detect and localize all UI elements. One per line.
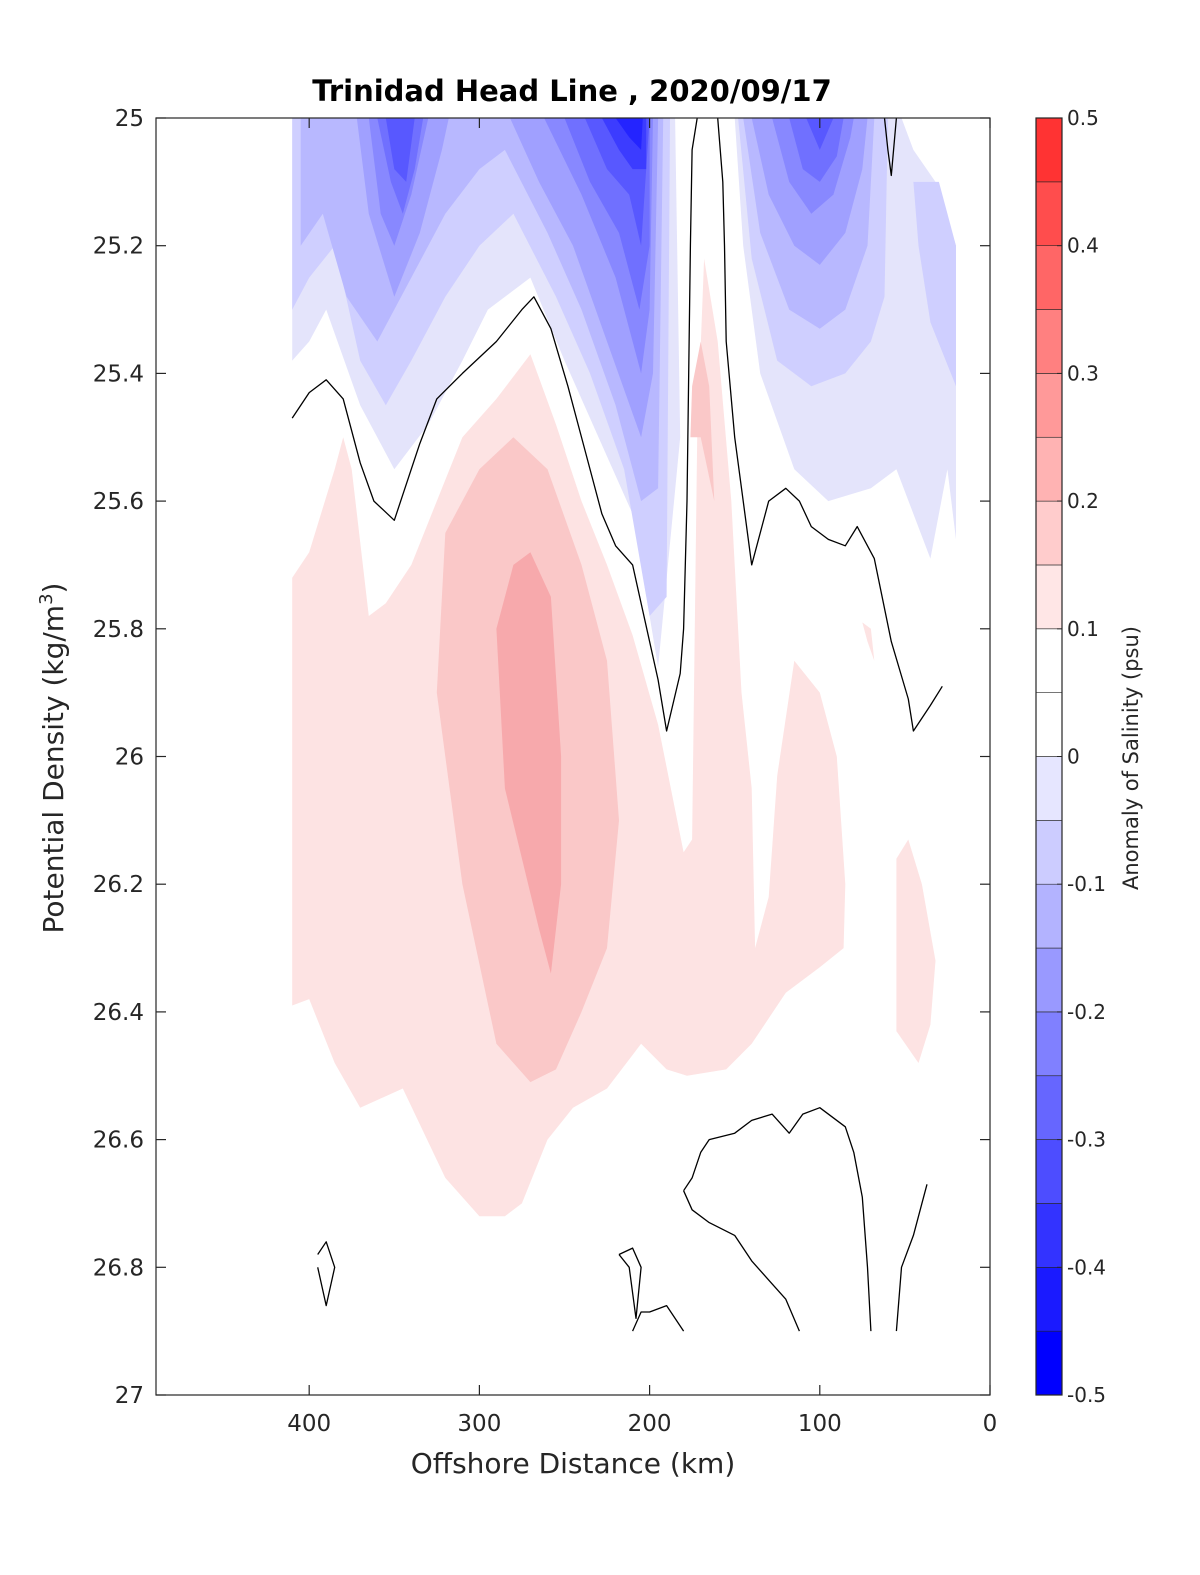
y-tick-label: 26.8 xyxy=(93,1255,144,1281)
x-tick-label: 300 xyxy=(457,1411,501,1437)
x-tick-label: 0 xyxy=(983,1411,998,1437)
filled-contour-layer xyxy=(292,118,956,1217)
zero-contour-line-2 xyxy=(883,118,898,177)
colorbar-swatch-12 xyxy=(1035,564,1063,630)
colorbar-swatch-10 xyxy=(1035,692,1063,757)
zero-contour-line-4 xyxy=(618,1247,642,1320)
x-tick-label: 200 xyxy=(628,1411,672,1437)
colorbar-tick-label: 0.5 xyxy=(1067,106,1099,130)
colorbar-swatch-7 xyxy=(1035,883,1063,949)
zero-contour-line-6 xyxy=(683,1107,872,1332)
y-tick-label: 25 xyxy=(115,106,144,132)
colorbar-swatch-5 xyxy=(1035,1011,1063,1077)
y-tick-label: 25.6 xyxy=(93,489,144,515)
zero-contour-layer xyxy=(291,118,943,1332)
x-axis-label: Offshore Distance (km) xyxy=(411,1447,736,1480)
colorbar-swatch-15 xyxy=(1035,373,1063,438)
y-axis-label-suffix: ) xyxy=(37,583,70,594)
colorbar-tick-label: 0.3 xyxy=(1067,361,1099,385)
colorbar-swatch-13 xyxy=(1035,500,1063,566)
colorbar-tick-label: 0.1 xyxy=(1067,617,1099,641)
colorbar-tick-label: 0.4 xyxy=(1067,234,1099,258)
colorbar-tick-label: -0.3 xyxy=(1067,1128,1106,1152)
colorbar-tick-label: -0.2 xyxy=(1067,1000,1106,1024)
x-tick-label: 400 xyxy=(287,1411,331,1437)
colorbar-tick-label: -0.1 xyxy=(1067,872,1106,896)
contour-region-10 xyxy=(913,181,956,387)
colorbar-tick-label: -0.5 xyxy=(1067,1383,1106,1407)
colorbar: -0.5 -0.4 -0.3 -0.2 -0.1 0 0.1 0.2 0.3 0.4 0.5 xyxy=(1035,106,1106,1407)
contour-region-5 xyxy=(496,552,562,974)
zero-contour-line-1 xyxy=(717,118,943,732)
x-tick-label: 100 xyxy=(798,1411,842,1437)
y-tick-label: 25.2 xyxy=(93,234,144,260)
y-tick-label: 25.4 xyxy=(93,361,144,387)
colorbar-swatch-19 xyxy=(1035,117,1063,183)
colorbar-swatch-17 xyxy=(1035,245,1063,310)
zero-contour-line-0 xyxy=(291,118,698,732)
y-tick-label: 26.6 xyxy=(93,1128,144,1154)
colorbar-frame xyxy=(1035,117,1063,1396)
y-axis-label-main: Potential Density (kg/m xyxy=(37,605,70,934)
y-tick-label: 26.4 xyxy=(93,1000,144,1026)
y-tick-label: 26.2 xyxy=(93,872,144,898)
contour-region-24 xyxy=(806,118,834,150)
colorbar-swatch-1 xyxy=(1035,1267,1063,1332)
contour-region-22 xyxy=(385,118,415,182)
colorbar-swatch-11 xyxy=(1035,628,1063,693)
colorbar-swatch-0 xyxy=(1035,1330,1063,1396)
chart-title: Trinidad Head Line , 2020/09/17 xyxy=(312,74,832,108)
colorbar-swatch-6 xyxy=(1035,947,1063,1013)
colorbar-swatch-2 xyxy=(1035,1203,1063,1268)
contour-region-21 xyxy=(789,118,844,182)
colorbar-tick-label: 0.2 xyxy=(1067,489,1099,513)
zero-contour-line-5 xyxy=(632,1304,685,1332)
colorbar-swatch-18 xyxy=(1035,181,1063,247)
x-axis: 400 300 200 100 0 xyxy=(287,118,997,1437)
y-tick-label: 25.8 xyxy=(93,617,144,643)
y-axis: 25 25.2 25.4 25.6 25.8 26 26.2 26.4 26.6 26.8 27 xyxy=(93,106,990,1409)
colorbar-swatch-9 xyxy=(1035,756,1063,821)
contour-region-4 xyxy=(690,341,715,502)
zero-contour-line-3 xyxy=(317,1241,336,1307)
colorbar-swatch-16 xyxy=(1035,309,1063,374)
colorbar-swatch-8 xyxy=(1035,820,1063,885)
colorbar-label: Anomaly of Salinity (psu) xyxy=(1119,626,1143,890)
colorbar-swatch-3 xyxy=(1035,1139,1063,1204)
colorbar-tick-label: 0 xyxy=(1067,745,1080,769)
contour-region-2 xyxy=(862,622,875,661)
zero-contour-line-8 xyxy=(895,1184,928,1332)
colorbar-tick-label: -0.4 xyxy=(1067,1255,1106,1279)
colorbar-swatch-4 xyxy=(1035,1075,1063,1140)
y-tick-label: 27 xyxy=(115,1383,144,1409)
contour-region-1 xyxy=(896,839,936,1063)
y-axis-label: Potential Density (kg/m3) xyxy=(36,583,70,934)
colorbar-swatch-14 xyxy=(1035,436,1063,502)
contour-region-26 xyxy=(615,118,643,150)
y-tick-label: 26 xyxy=(115,745,144,771)
zero-contour-line-7 xyxy=(683,1190,800,1332)
y-axis-label-superscript: 3 xyxy=(36,593,57,604)
